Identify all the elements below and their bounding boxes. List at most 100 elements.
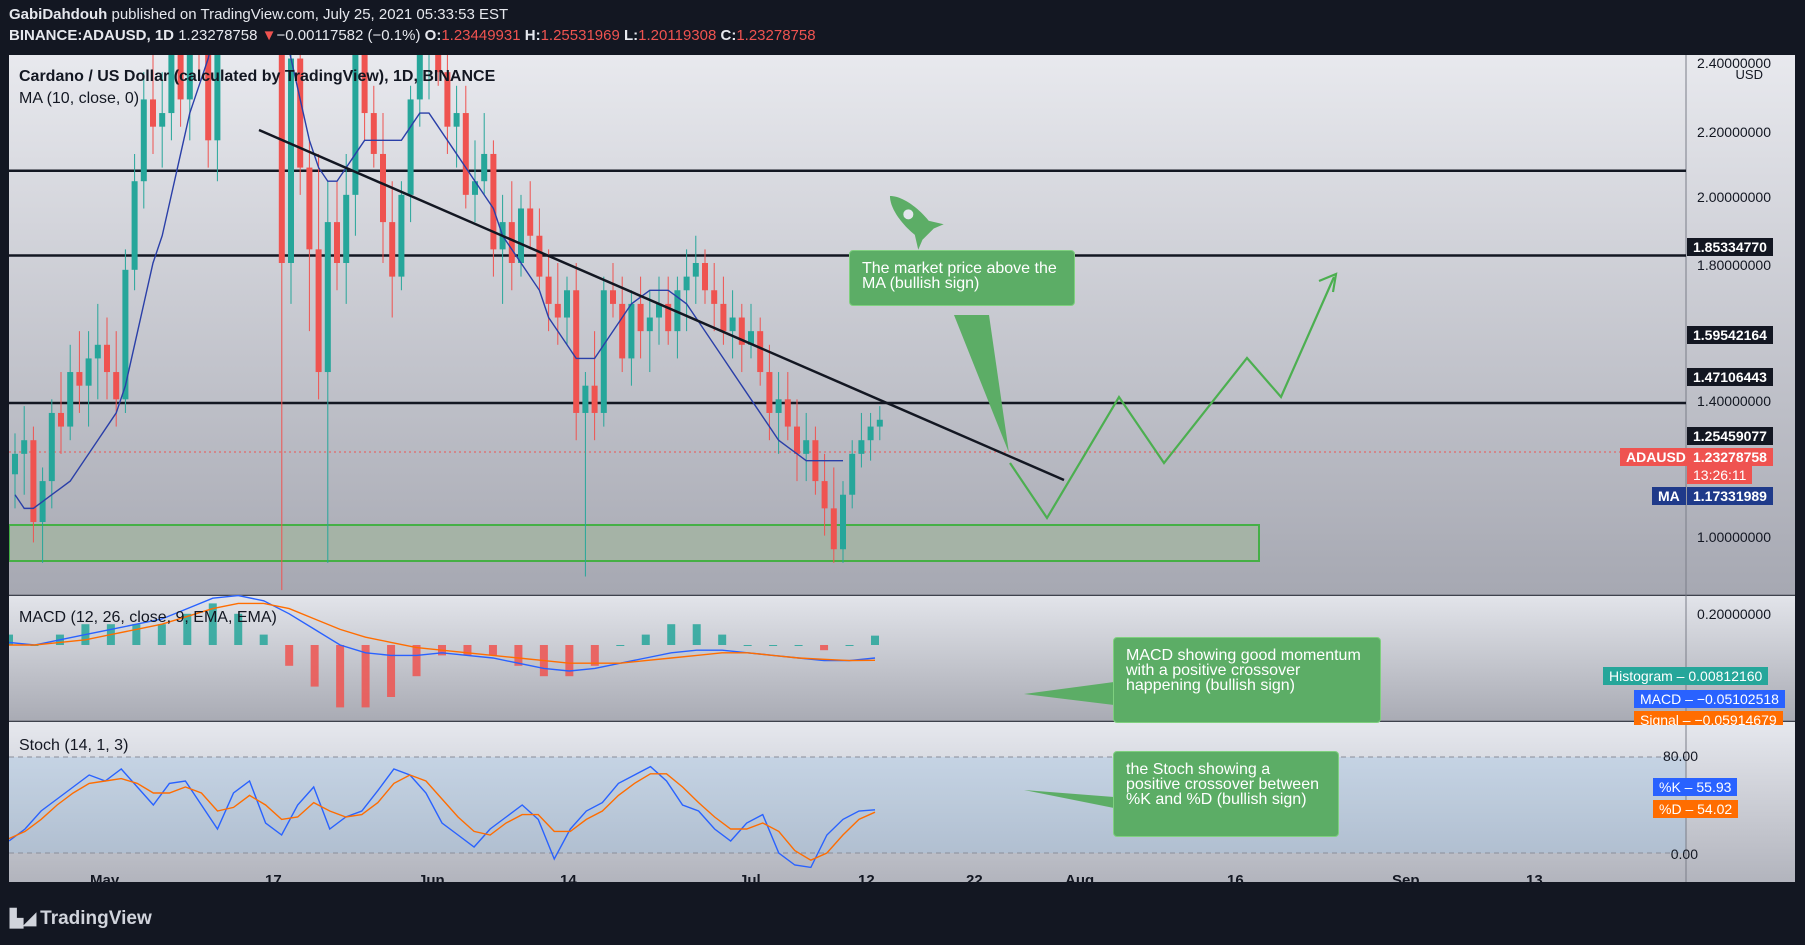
candle-body <box>591 385 598 413</box>
chart-canvas[interactable] <box>9 55 1795 895</box>
candle-body <box>48 412 55 482</box>
time-tick: 17 <box>265 872 282 889</box>
time-tick: Aug <box>1065 872 1095 889</box>
candle-body <box>554 303 561 318</box>
histogram-bar <box>718 634 727 645</box>
close-value: 1.23278758 <box>736 27 816 44</box>
ma-title[interactable]: MA (10, close, 0) <box>19 90 140 107</box>
candle-body <box>784 399 791 427</box>
price-title-text: Cardano / US Dollar (calculated by Tradi… <box>19 68 496 85</box>
candle-body <box>67 372 74 427</box>
macd-note: MACD showing good momentum with a positi… <box>1113 637 1381 723</box>
candle-body <box>545 276 552 304</box>
candle-body <box>564 290 570 318</box>
high-label: H: <box>524 27 541 44</box>
histogram-bar <box>743 645 752 646</box>
candle-body <box>840 494 846 550</box>
histogram-bar <box>488 645 497 656</box>
candle-body <box>21 440 28 454</box>
price-pane-bg <box>9 55 1795 595</box>
candle-body <box>821 481 828 509</box>
candle-body <box>297 58 304 168</box>
candle-body <box>186 55 193 100</box>
candle-body <box>472 181 478 195</box>
signal-tag: Signal – −0.05914679 <box>1634 711 1783 725</box>
candle-body <box>12 453 18 475</box>
macd-note-pointer <box>1024 682 1114 705</box>
author-name[interactable]: GabiDahdouh <box>9 6 108 23</box>
candle-body <box>508 222 515 264</box>
histogram-bar <box>259 634 268 645</box>
histogram-bar <box>616 645 625 646</box>
candle-body <box>527 208 534 236</box>
open-value: 1.23449931 <box>441 27 521 44</box>
d-value: 54.02 <box>1697 801 1733 817</box>
histogram-bar <box>820 645 829 651</box>
histogram-bar <box>463 645 472 656</box>
histogram-bar <box>845 645 854 646</box>
time-tick: Sep <box>1392 872 1420 889</box>
axis-tick: 2.40000000 <box>1697 55 1771 71</box>
candle-body <box>637 303 644 332</box>
axis-tick: 1.40000000 <box>1697 393 1771 409</box>
symbol-tag: ADAUSD <box>1620 448 1692 466</box>
projection-arrowhead-icon <box>1318 272 1338 293</box>
candle-body <box>803 440 810 454</box>
candle-body <box>582 385 589 413</box>
k-name: %K <box>1659 779 1681 795</box>
histogram-tag: Histogram – 0.00812160 <box>1603 667 1769 685</box>
candle-body <box>729 317 736 332</box>
time-tick: Jul <box>739 872 761 889</box>
time-tick: Jun <box>418 872 445 889</box>
candle-body <box>876 419 883 427</box>
macd-line <box>9 594 876 672</box>
macd-tag: MACD – −0.05102518 <box>1634 690 1785 708</box>
histogram-bar <box>590 645 599 666</box>
histogram-bar <box>565 645 574 677</box>
time-tick: 22 <box>966 872 983 889</box>
candle-body <box>646 317 653 332</box>
candle-body <box>610 290 616 304</box>
candle-body <box>30 440 37 522</box>
candle-body <box>462 113 469 195</box>
tradingview-logo[interactable]: ▙◢ TradingView <box>10 908 152 930</box>
level-tag: 1.47106443 <box>1687 368 1773 386</box>
candle-body <box>389 222 396 277</box>
candle-body <box>361 55 368 114</box>
low-label: L: <box>624 27 639 44</box>
symbol-label[interactable]: BINANCE:ADAUSD, 1D <box>9 27 175 44</box>
stoch-axis-tick: 80.00 <box>1662 748 1698 764</box>
axis-tick: 1.80000000 <box>1697 257 1771 273</box>
axis-tick: 2.00000000 <box>1697 189 1771 205</box>
candle-body <box>58 412 64 427</box>
candle-body <box>398 194 405 277</box>
brand-text: TradingView <box>40 908 152 929</box>
candle-body <box>711 290 718 304</box>
last-price-tag: 1.23278758 <box>1687 448 1773 466</box>
d-tag: %D – 54.02 <box>1653 800 1739 818</box>
candle-body <box>656 303 662 318</box>
histogram-value: 0.00812160 <box>1688 668 1763 684</box>
candle-body <box>131 181 138 270</box>
macd-value: −0.05102518 <box>1696 691 1779 707</box>
histogram-bar <box>208 603 217 645</box>
candle-body <box>692 263 699 277</box>
histogram-bar <box>514 645 523 666</box>
candle-body <box>214 55 221 141</box>
candle-body <box>665 303 672 332</box>
stoch-d-line <box>9 773 876 861</box>
stoch-note-pointer <box>1024 790 1114 808</box>
histogram-bar <box>412 645 421 677</box>
support-zone <box>9 524 1260 562</box>
candle-body <box>168 55 175 114</box>
candle-body <box>453 113 460 127</box>
candle-body <box>159 113 166 127</box>
stoch-title[interactable]: Stoch (14, 1, 3) <box>19 737 129 754</box>
macd-title[interactable]: MACD (12, 26, close, 9, EMA, EMA) <box>19 609 277 626</box>
candle-body <box>794 426 800 454</box>
signal-name: Signal <box>1640 712 1679 725</box>
candle-body <box>113 372 120 400</box>
stoch-axis-tick: 0.00 <box>1670 846 1698 862</box>
candle-body <box>140 99 147 182</box>
candle-body <box>416 55 423 100</box>
